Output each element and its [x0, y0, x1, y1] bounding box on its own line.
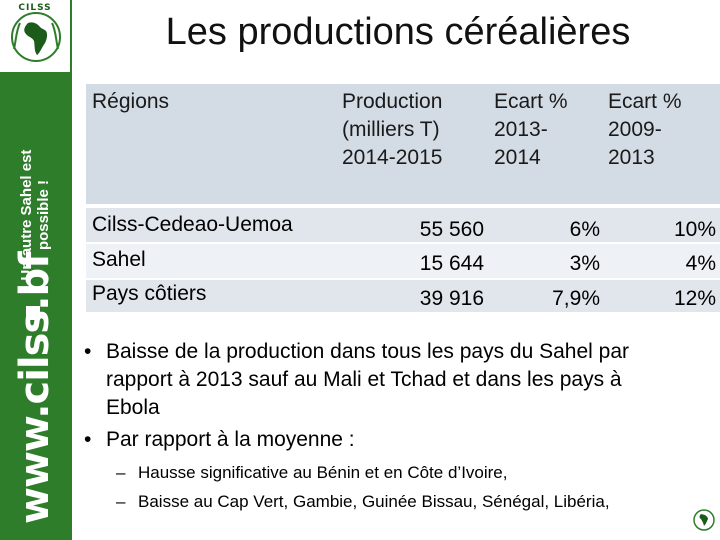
- header-ecart-2009-2013: Ecart % 2009- 2013: [608, 88, 682, 172]
- header-production-line: 2014-2015: [342, 146, 443, 169]
- logo-text: CILSS: [18, 3, 52, 13]
- header-regions: Régions: [92, 90, 170, 113]
- logo: CILSS: [0, 0, 72, 72]
- sub-bullet-marker: –: [116, 492, 126, 511]
- sub-bullet-text: Baisse au Cap Vert, Gambie, Guinée Bissa…: [138, 492, 610, 511]
- table-row: Pays côtiers 39 916 7,9% 12%: [86, 280, 720, 312]
- bullet-line: Par rapport à la moyenne :: [106, 428, 355, 451]
- cell-ecart-2009-2013: 4%: [685, 252, 716, 275]
- bullet-marker: •: [84, 340, 92, 363]
- table-row: Cilss-Cedeao-Uemoa 55 560 6% 10%: [86, 208, 720, 242]
- cell-ecart-2009-2013: 10%: [673, 218, 716, 241]
- bullet-line: Baisse de la production dans tous les pa…: [106, 340, 630, 363]
- sidebar-url: www.cilss.bf: [12, 252, 58, 524]
- table-row: Sahel 15 644 3% 4%: [86, 244, 720, 278]
- cell-region: Cilss-Cedeao-Uemoa: [92, 213, 293, 236]
- bullet-list: • Baisse de la production dans tous les …: [82, 338, 712, 454]
- cell-region: Pays côtiers: [92, 282, 207, 305]
- bullet-item: • Baisse de la production dans tous les …: [82, 338, 712, 422]
- sidebar: [0, 0, 72, 540]
- cilss-africa-logo-icon: [11, 12, 61, 62]
- header-production-line: Production: [342, 90, 443, 113]
- header-production-line: (milliers T): [342, 118, 440, 141]
- cell-production: 15 644: [419, 252, 484, 275]
- sub-bullet-text: Hausse significative au Bénin et en Côte…: [138, 463, 508, 482]
- sub-bullet-marker: –: [116, 463, 126, 482]
- cell-production: 39 916: [419, 287, 484, 310]
- emblem-icon: [693, 509, 715, 531]
- cell-production: 55 560: [419, 218, 484, 241]
- page-title: Les productions céréalières: [165, 11, 631, 53]
- cell-ecart-2013-2014: 3%: [569, 252, 600, 275]
- header-ecart-2013-2014: Ecart % 2013- 2014: [494, 88, 568, 172]
- cell-ecart-2013-2014: 6%: [569, 218, 600, 241]
- cell-region: Sahel: [92, 248, 146, 271]
- bullet-line: Ebola: [106, 396, 160, 419]
- header-ecart-line: 2013-: [494, 118, 548, 141]
- sidebar-separator: [26, 306, 40, 320]
- cell-ecart-2009-2013: 12%: [673, 287, 716, 310]
- cell-ecart-2013-2014: 7,9%: [552, 287, 600, 310]
- bullet-item: • Par rapport à la moyenne :: [82, 426, 712, 454]
- bullet-line: rapport à 2013 sauf au Mali et Tchad et …: [106, 368, 622, 391]
- header-ecart-line: Ecart %: [608, 90, 682, 113]
- header-ecart-line: Ecart %: [494, 90, 568, 113]
- header-ecart-line: 2009-: [608, 118, 662, 141]
- table-header-row: [86, 84, 720, 204]
- header-production: Production (milliers T) 2014-2015: [342, 88, 442, 172]
- header-ecart-line: 2013: [608, 146, 655, 169]
- bullet-marker: •: [84, 428, 92, 451]
- header-ecart-line: 2014: [494, 146, 541, 169]
